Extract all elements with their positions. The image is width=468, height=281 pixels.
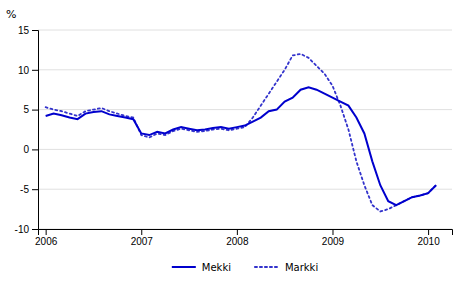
- y-tick-label: 0: [23, 144, 29, 155]
- legend-item: Mekki: [172, 262, 231, 273]
- y-tick: 5: [23, 104, 38, 115]
- x-tick-mark: [428, 229, 429, 235]
- y-axis: -10 -5 0 5 10 15: [15, 25, 39, 235]
- x-axis-line: [39, 230, 453, 236]
- x-tick-label: 2009: [322, 236, 345, 247]
- grid: [38, 30, 452, 229]
- y-axis-title: %: [6, 8, 16, 21]
- legend-swatch: [255, 266, 279, 268]
- series-line: [46, 54, 436, 212]
- x-tick: 2008: [226, 229, 249, 247]
- series-line: [46, 87, 436, 205]
- x-tick: 2009: [322, 229, 345, 247]
- x-tick-mark: [46, 229, 47, 235]
- y-axis-line: [32, 31, 39, 230]
- x-tick: 2006: [35, 229, 58, 247]
- chart: 2006 2007 2008 2009 2010 -10 -5 0 5 10 15% Mekki Mar…: [0, 0, 468, 281]
- x-axis: 2006 2007 2008 2009 2010: [35, 229, 452, 247]
- plot-area: 2006 2007 2008 2009 2010 -10 -5 0 5 10 15%: [6, 8, 453, 247]
- legend: Mekki Markki: [172, 262, 318, 273]
- legend-swatch: [172, 266, 196, 268]
- legend-label: Markki: [285, 262, 318, 273]
- y-tick-label: 10: [18, 65, 30, 76]
- y-tick: 10: [18, 65, 38, 76]
- y-tick-mark: [32, 189, 38, 190]
- y-tick: 15: [18, 25, 38, 36]
- y-tick: -10: [15, 224, 38, 235]
- y-tick-mark: [32, 70, 38, 71]
- legend-label: Mekki: [202, 262, 231, 273]
- grid-line: [38, 69, 452, 70]
- x-tick-label: 2008: [226, 236, 249, 247]
- y-tick-label: 5: [23, 104, 29, 115]
- series-group: [46, 54, 436, 212]
- y-tick-mark: [32, 229, 38, 230]
- grid-line: [38, 149, 452, 150]
- x-tick-mark: [141, 229, 142, 235]
- x-tick-label: 2010: [417, 236, 440, 247]
- grid-line: [38, 109, 452, 110]
- y-tick-label: -10: [15, 224, 30, 235]
- x-tick-label: 2006: [35, 236, 58, 247]
- x-tick: 2007: [131, 229, 154, 247]
- x-tick-mark: [237, 229, 238, 235]
- y-tick-label: -5: [20, 184, 29, 195]
- y-tick-mark: [32, 110, 38, 111]
- x-tick: 2010: [417, 229, 440, 247]
- y-tick-label: 15: [18, 25, 30, 36]
- legend-item: Markki: [255, 262, 318, 273]
- x-tick-mark: [332, 229, 333, 235]
- y-tick: 0: [23, 144, 38, 155]
- grid-line: [38, 30, 452, 31]
- y-tick-mark: [32, 30, 38, 31]
- y-tick-mark: [32, 149, 38, 150]
- grid-line: [38, 189, 452, 190]
- y-tick: -5: [20, 184, 38, 195]
- x-tick-label: 2007: [131, 236, 154, 247]
